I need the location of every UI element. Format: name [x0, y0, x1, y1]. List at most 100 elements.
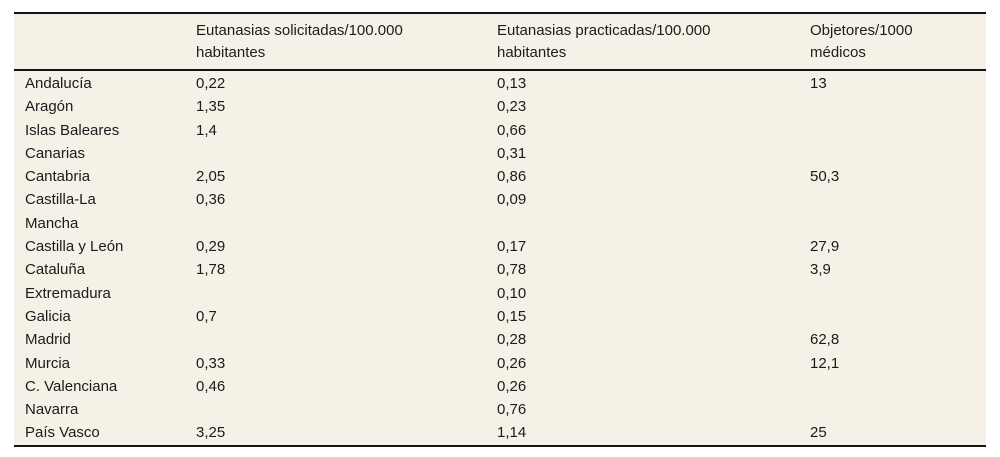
region-cell: Islas Baleares: [14, 119, 196, 142]
table-row: Aragón 1,35 0,23: [14, 95, 986, 118]
solicitadas-cell: [196, 328, 497, 351]
region-label: Galicia: [25, 307, 71, 325]
region-cell: Castilla y León: [14, 235, 196, 258]
objetores-cell: 62,8: [810, 331, 840, 349]
practicadas-cell: 0,66: [497, 121, 527, 139]
objetores-cell: [810, 282, 986, 305]
solicitadas-cell: 1,35: [196, 98, 226, 116]
solicitadas-cell: 0,33: [196, 354, 226, 372]
region-label: C. Valenciana: [25, 377, 118, 395]
objetores-cell: [810, 95, 986, 118]
objetores-cell: [810, 119, 986, 142]
header-row: Eutanasias solicitadas/100.000 habitante…: [14, 13, 986, 71]
practicadas-cell: 0,13: [497, 75, 527, 92]
region-cell: País Vasco: [14, 421, 196, 445]
table-row: Islas Baleares 1,4 0,66: [14, 119, 986, 142]
table-body: Andalucía 0,22 0,13 13 Aragón 1,35 0,23 Islas B…: [14, 70, 986, 446]
solicitadas-cell: 3,25: [196, 424, 226, 442]
objetores-cell: 25: [810, 424, 827, 442]
region-label: Extremadura: [25, 284, 111, 302]
region-cell: Canarias: [14, 142, 196, 165]
objetores-cell: 50,3: [810, 168, 840, 186]
region-cell: Cantabria: [14, 165, 196, 188]
table-row: Cataluña 1,78 0,78 3,9: [14, 258, 986, 281]
euthanasia-statistics-table: Eutanasias solicitadas/100.000 habitante…: [14, 12, 986, 447]
solicitadas-cell: [196, 282, 497, 305]
objetores-cell: [810, 305, 986, 328]
region-label: Murcia: [25, 354, 71, 372]
solicitadas-cell: 1,78: [196, 261, 226, 279]
practicadas-cell: 0,26: [497, 354, 527, 372]
solicitadas-cell: 0,7: [196, 307, 217, 325]
practicadas-cell: 0,26: [497, 377, 527, 395]
table-row: Andalucía 0,22 0,13 13: [14, 70, 986, 95]
objetores-cell: 3,9: [810, 261, 831, 279]
practicadas-cell: 0,23: [497, 98, 527, 116]
region-cell: Extremadura: [14, 282, 196, 305]
practicadas-cell: 0,15: [497, 307, 527, 325]
region-cell: Cataluña: [14, 258, 196, 281]
header-label-objetores: Objetores/1000 médicos: [810, 22, 913, 61]
region-label: País Vasco: [25, 424, 100, 442]
table-row: Castilla y León 0,29 0,17 27,9: [14, 235, 986, 258]
solicitadas-cell: 0,29: [196, 238, 226, 256]
region-label: Navarra: [25, 401, 79, 419]
region-cell: Galicia: [14, 305, 196, 328]
region-label: Cantabria: [25, 168, 91, 186]
region-cell: Andalucía: [14, 70, 196, 95]
objetores-cell: 12,1: [810, 354, 840, 372]
practicadas-cell: 0,86: [497, 168, 527, 186]
region-cell: Aragón: [14, 95, 196, 118]
solicitadas-cell: [196, 398, 497, 421]
practicadas-cell: 1,14: [497, 424, 527, 442]
region-cell: Madrid: [14, 328, 196, 351]
practicadas-cell: 0,28: [497, 331, 527, 349]
table-row: Galicia 0,7 0,15: [14, 305, 986, 328]
region-cell: Navarra: [14, 398, 196, 421]
practicadas-cell: 0,31: [497, 144, 527, 162]
region-label: Andalucía: [25, 75, 92, 92]
practicadas-cell: 0,09: [497, 191, 527, 209]
table-header: Eutanasias solicitadas/100.000 habitante…: [14, 13, 986, 71]
region-label: Castilla y León: [25, 238, 124, 256]
region-label: Castilla-La Mancha: [25, 191, 96, 232]
table-row: Castilla-La Mancha 0,36 0,09: [14, 188, 986, 235]
table-row: País Vasco 3,25 1,14 25: [14, 421, 986, 445]
region-label: Madrid: [25, 331, 71, 349]
region-cell: Murcia: [14, 352, 196, 375]
header-label-practicadas: Eutanasias practicadas/100.000 habitante…: [497, 22, 711, 61]
practicadas-cell: 0,17: [497, 238, 527, 256]
table-row: Madrid 0,28 62,8: [14, 328, 986, 351]
table-row: Murcia 0,33 0,26 12,1: [14, 352, 986, 375]
table-row: Canarias 0,31: [14, 142, 986, 165]
region-label: Canarias: [25, 144, 86, 162]
header-cell-region: [14, 13, 196, 71]
region-cell: C. Valenciana: [14, 375, 196, 398]
solicitadas-cell: 1,4: [196, 121, 217, 139]
header-cell-solicitadas: Eutanasias solicitadas/100.000 habitante…: [196, 13, 497, 71]
region-label: Aragón: [25, 98, 74, 116]
region-label: Cataluña: [25, 261, 86, 279]
region-cell: Castilla-La Mancha: [14, 188, 196, 235]
objetores-cell: 27,9: [810, 238, 840, 256]
solicitadas-cell: 0,36: [196, 191, 226, 209]
table-row: Navarra 0,76: [14, 398, 986, 421]
table-row: C. Valenciana 0,46 0,26: [14, 375, 986, 398]
objetores-cell: [810, 142, 986, 165]
table-row: Extremadura 0,10: [14, 282, 986, 305]
solicitadas-cell: 2,05: [196, 168, 226, 186]
header-cell-objetores: Objetores/1000 médicos: [810, 13, 986, 71]
practicadas-cell: 0,10: [497, 284, 527, 302]
solicitadas-cell: 0,22: [196, 75, 226, 92]
table-row: Cantabria 2,05 0,86 50,3: [14, 165, 986, 188]
objetores-cell: [810, 188, 986, 235]
objetores-cell: 13: [810, 75, 827, 92]
solicitadas-cell: [196, 142, 497, 165]
solicitadas-cell: 0,46: [196, 377, 226, 395]
region-label: Islas Baleares: [25, 121, 120, 139]
objetores-cell: [810, 375, 986, 398]
practicadas-cell: 0,78: [497, 261, 527, 279]
practicadas-cell: 0,76: [497, 401, 527, 419]
header-label-solicitadas: Eutanasias solicitadas/100.000 habitante…: [196, 22, 403, 61]
